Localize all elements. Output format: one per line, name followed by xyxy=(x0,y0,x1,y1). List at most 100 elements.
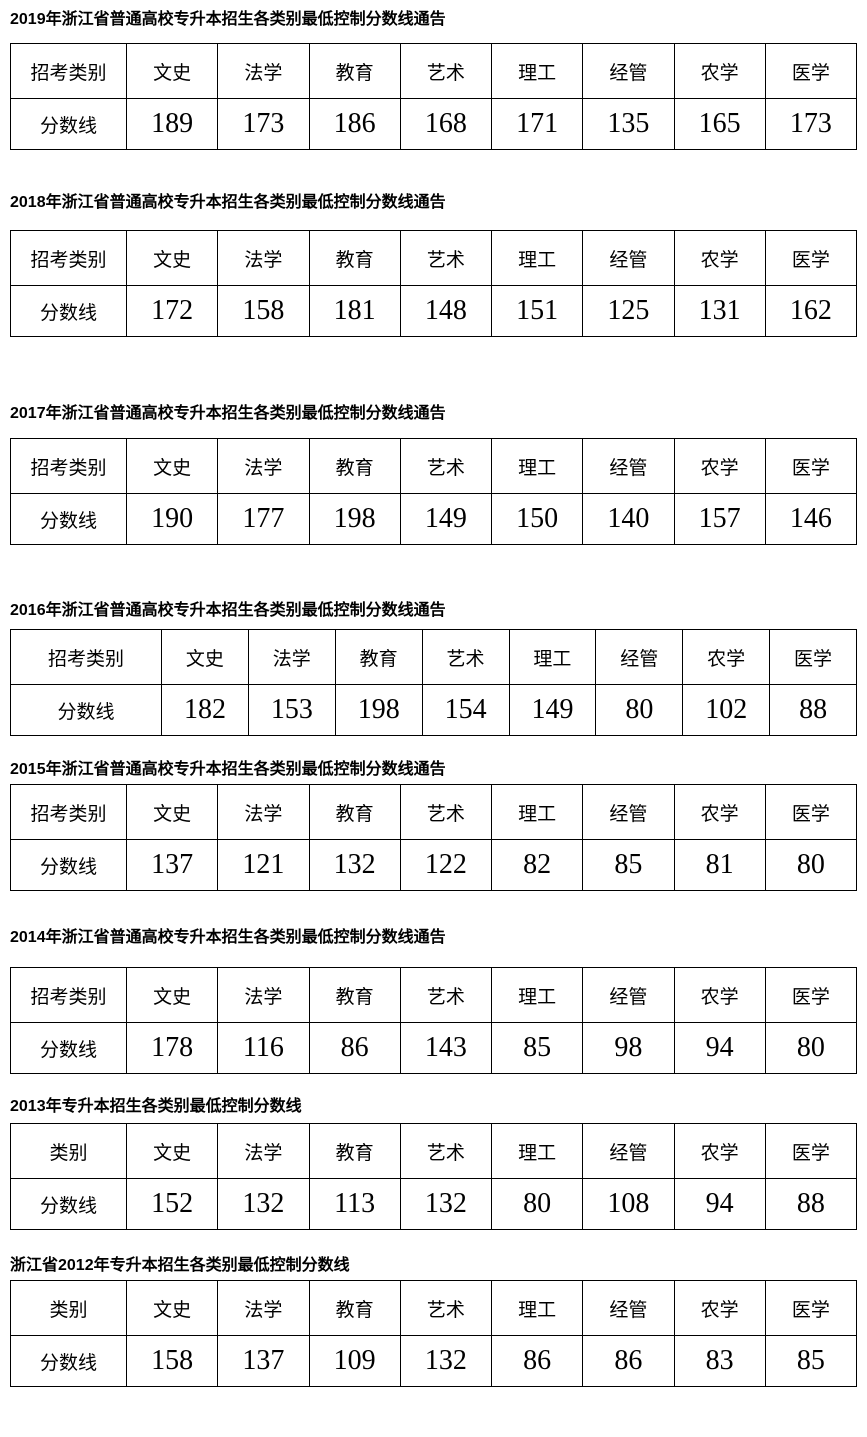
score-cell: 109 xyxy=(308,1335,401,1387)
header-cell: 文史 xyxy=(125,1280,219,1336)
header-cell: 理工 xyxy=(508,629,597,685)
table-header-row: 招考类别 文史 法学 教育 艺术 理工 经管 农学 医学 xyxy=(10,967,858,1023)
header-cell: 农学 xyxy=(673,967,766,1023)
score-cell: 94 xyxy=(673,1022,766,1074)
score-cell: 82 xyxy=(490,839,584,891)
score-cell: 186 xyxy=(308,98,401,150)
score-section: 2019年浙江省普通高校专升本招生各类别最低控制分数线通告 招考类别 文史 法学 教育… xyxy=(10,10,858,150)
header-cell: 教育 xyxy=(308,43,401,99)
header-cell: 类别 xyxy=(10,1123,127,1179)
score-table-body: 类别 文史 法学 教育 艺术 理工 经管 农学 医学 分数线 152 132 113 132 80 108 9… xyxy=(10,1123,858,1230)
score-cell: 165 xyxy=(673,98,766,150)
header-cell: 经管 xyxy=(582,438,675,494)
score-cell: 143 xyxy=(399,1022,493,1074)
score-section: 2016年浙江省普通高校专升本招生各类别最低控制分数线通告 招考类别 文史 法学 教育… xyxy=(10,601,857,736)
score-cell: 131 xyxy=(673,285,766,337)
score-cell: 149 xyxy=(399,493,493,545)
score-table-body: 招考类别 文史 法学 教育 艺术 理工 经管 农学 医学 分数线 189 173 186 168 171 1… xyxy=(10,43,858,150)
header-cell: 文史 xyxy=(125,43,219,99)
header-cell: 艺术 xyxy=(399,230,493,286)
header-cell: 医学 xyxy=(764,438,858,494)
section-title: 2014年浙江省普通高校专升本招生各类别最低控制分数线通告 xyxy=(10,929,446,946)
score-cell: 198 xyxy=(308,493,401,545)
header-cell: 教育 xyxy=(308,1280,401,1336)
header-cell: 招考类别 xyxy=(10,967,127,1023)
score-table-body: 招考类别 文史 法学 教育 艺术 理工 经管 农学 医学 分数线 172 158 181 148 151 1… xyxy=(10,230,858,337)
header-cell: 招考类别 xyxy=(10,438,127,494)
header-cell: 经管 xyxy=(582,43,675,99)
score-cell: 171 xyxy=(490,98,584,150)
score-table-body: 类别 文史 法学 教育 艺术 理工 经管 农学 医学 分数线 158 137 109 132 86 86 83… xyxy=(10,1280,858,1387)
header-cell: 教育 xyxy=(308,438,401,494)
header-cell: 理工 xyxy=(490,438,584,494)
score-table: 招考类别 文史 法学 教育 艺术 理工 经管 农学 医学 分数线 137 121 132 122 82 85… xyxy=(10,784,858,891)
header-cell: 招考类别 xyxy=(10,230,127,286)
header-cell: 法学 xyxy=(217,967,310,1023)
header-cell: 理工 xyxy=(490,1123,584,1179)
header-cell: 经管 xyxy=(582,967,675,1023)
score-section: 浙江省2012年专升本招生各类别最低控制分数线 类别 文史 法学 教育 艺术 理工 经管 农学… xyxy=(10,1256,858,1387)
header-cell: 经管 xyxy=(595,629,684,685)
score-cell: 85 xyxy=(764,1335,858,1387)
header-cell: 理工 xyxy=(490,43,584,99)
header-cell: 医学 xyxy=(764,784,858,840)
score-cell: 148 xyxy=(399,285,493,337)
score-section: 2014年浙江省普通高校专升本招生各类别最低控制分数线通告 招考类别 文史 法学 教育… xyxy=(10,928,858,1074)
table-header-row: 类别 文史 法学 教育 艺术 理工 经管 农学 医学 xyxy=(10,1123,858,1179)
score-cell: 125 xyxy=(582,285,675,337)
score-table: 类别 文史 法学 教育 艺术 理工 经管 农学 医学 分数线 158 137 109 132 86 86 83… xyxy=(10,1280,858,1387)
header-cell: 文史 xyxy=(161,629,249,685)
header-cell: 文史 xyxy=(125,784,219,840)
table-data-row: 分数线 178 116 86 143 85 98 94 80 xyxy=(10,1022,858,1074)
header-cell: 经管 xyxy=(582,1280,675,1336)
row-label-cell: 分数线 xyxy=(10,285,127,337)
section-title: 2018年浙江省普通高校专升本招生各类别最低控制分数线通告 xyxy=(10,194,446,211)
header-cell: 理工 xyxy=(490,967,584,1023)
section-title: 2013年专升本招生各类别最低控制分数线 xyxy=(10,1098,302,1115)
header-cell: 农学 xyxy=(673,230,766,286)
header-cell: 法学 xyxy=(217,1280,310,1336)
header-cell: 农学 xyxy=(673,43,766,99)
header-cell: 法学 xyxy=(247,629,336,685)
header-cell: 医学 xyxy=(764,1123,858,1179)
score-cell: 88 xyxy=(764,1178,858,1230)
score-cell: 149 xyxy=(508,684,597,736)
score-cell: 177 xyxy=(217,493,310,545)
table-data-row: 分数线 172 158 181 148 151 125 131 162 xyxy=(10,285,858,337)
table-header-row: 招考类别 文史 法学 教育 艺术 理工 经管 农学 医学 xyxy=(10,784,858,840)
score-table: 招考类别 文史 法学 教育 艺术 理工 经管 农学 医学 分数线 190 177 198 149 150 1… xyxy=(10,438,858,545)
table-header-row: 招考类别 文史 法学 教育 艺术 理工 经管 农学 医学 xyxy=(10,438,858,494)
row-label-cell: 分数线 xyxy=(10,1335,127,1387)
score-table: 招考类别 文史 法学 教育 艺术 理工 经管 农学 医学 分数线 172 158 181 148 151 1… xyxy=(10,230,858,337)
score-cell: 132 xyxy=(217,1178,310,1230)
header-cell: 法学 xyxy=(217,438,310,494)
score-cell: 85 xyxy=(582,839,675,891)
score-cell: 181 xyxy=(308,285,401,337)
score-section: 2015年浙江省普通高校专升本招生各类别最低控制分数线通告 招考类别 文史 法学 教育… xyxy=(10,760,858,891)
score-cell: 190 xyxy=(125,493,219,545)
header-cell: 经管 xyxy=(582,1123,675,1179)
header-cell: 文史 xyxy=(125,1123,219,1179)
table-data-row: 分数线 190 177 198 149 150 140 157 146 xyxy=(10,493,858,545)
score-table-body: 招考类别 文史 法学 教育 艺术 理工 经管 农学 医学 分数线 178 116 86 143 85 98 9… xyxy=(10,967,858,1074)
score-cell: 94 xyxy=(673,1178,766,1230)
table-header-row: 招考类别 文史 法学 教育 艺术 理工 经管 农学 医学 xyxy=(10,230,858,286)
score-section: 2018年浙江省普通高校专升本招生各类别最低控制分数线通告 招考类别 文史 法学 教育… xyxy=(10,193,858,337)
row-label-cell: 分数线 xyxy=(10,98,127,150)
header-cell: 教育 xyxy=(334,629,423,685)
header-cell: 教育 xyxy=(308,967,401,1023)
score-cell: 146 xyxy=(764,493,858,545)
header-cell: 医学 xyxy=(764,1280,858,1336)
header-cell: 农学 xyxy=(673,1123,766,1179)
header-cell: 教育 xyxy=(308,230,401,286)
table-data-row: 分数线 158 137 109 132 86 86 83 85 xyxy=(10,1335,858,1387)
header-cell: 教育 xyxy=(308,784,401,840)
score-table-body: 招考类别 文史 法学 教育 艺术 理工 经管 农学 医学 分数线 190 177 198 149 150 1… xyxy=(10,438,858,545)
score-cell: 173 xyxy=(217,98,310,150)
header-cell: 文史 xyxy=(125,967,219,1023)
header-cell: 医学 xyxy=(764,230,858,286)
section-title: 浙江省2012年专升本招生各类别最低控制分数线 xyxy=(10,1257,350,1274)
score-cell: 137 xyxy=(125,839,219,891)
score-table-body: 招考类别 文史 法学 教育 艺术 理工 经管 农学 医学 分数线 137 121 132 122 82 85… xyxy=(10,784,858,891)
score-cell: 137 xyxy=(217,1335,310,1387)
